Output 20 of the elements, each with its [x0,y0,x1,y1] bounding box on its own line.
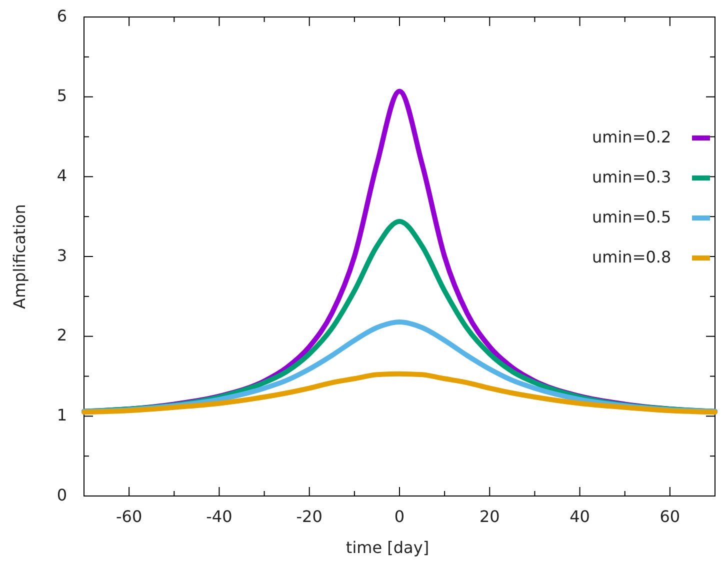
x-tick-label: -20 [296,507,322,526]
y-tick-label: 5 [56,86,67,106]
x-tick-label: 20 [479,507,500,526]
x-tick-label: 40 [570,507,590,526]
legend-label: umin=0.2 [592,127,672,146]
x-tick-label: -40 [206,507,232,526]
legend-label: umin=0.5 [592,207,672,226]
y-tick-label: 2 [56,326,67,345]
legend-label: umin=0.8 [592,247,672,266]
x-tick-label: 60 [660,507,680,526]
x-tick-label: 0 [394,507,405,526]
legend-label: umin=0.3 [592,167,672,186]
y-tick-label: 1 [56,406,67,425]
y-tick-label: 0 [56,485,67,504]
x-tick-label: -60 [116,507,142,526]
y-tick-label: 6 [56,6,67,26]
y-axis-title: Amplification [10,204,29,309]
y-tick-label: 4 [56,166,67,186]
x-axis-title: time [day] [346,538,430,557]
y-tick-label: 3 [56,246,67,265]
